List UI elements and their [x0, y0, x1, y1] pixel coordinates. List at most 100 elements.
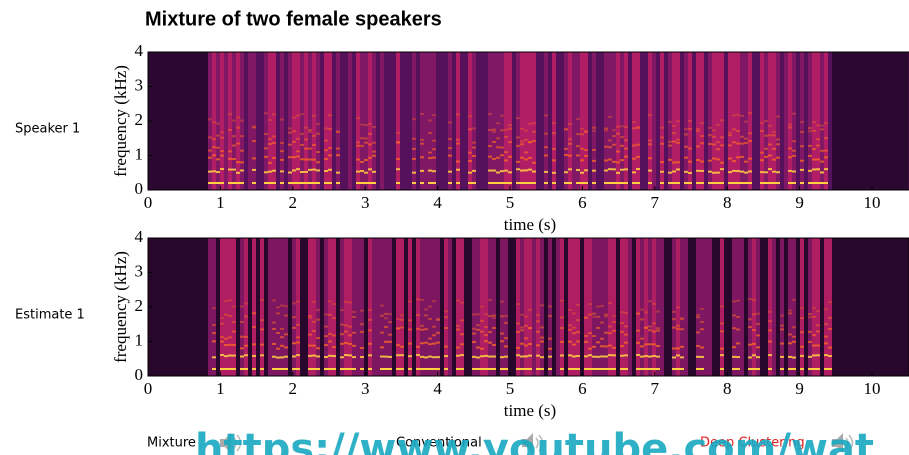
speaker-icon[interactable] — [832, 433, 854, 453]
harmonic — [744, 120, 748, 123]
spectrogram-column — [828, 52, 832, 190]
harmonic — [272, 182, 276, 184]
harmonic — [532, 130, 536, 133]
harmonic — [216, 158, 220, 161]
harmonic — [760, 182, 764, 184]
spectrogram-column — [296, 52, 300, 190]
spectrogram-column — [608, 238, 612, 376]
harmonic — [420, 142, 424, 145]
harmonic — [756, 346, 760, 349]
harmonic — [228, 113, 232, 116]
harmonic — [232, 158, 236, 161]
harmonic — [632, 157, 636, 160]
harmonic — [500, 170, 504, 173]
harmonic — [768, 168, 772, 171]
spectrogram-column — [460, 52, 464, 190]
spectrogram-column — [312, 52, 316, 190]
harmonic — [384, 368, 388, 370]
harmonic — [748, 326, 752, 329]
harmonic — [292, 130, 296, 133]
harmonic — [324, 313, 328, 316]
harmonic — [232, 119, 236, 122]
harmonic — [788, 123, 792, 126]
harmonic — [672, 161, 676, 164]
harmonic — [428, 355, 432, 358]
harmonic — [748, 356, 752, 359]
harmonic — [356, 158, 360, 161]
harmonic — [648, 139, 652, 142]
harmonic — [604, 331, 608, 334]
harmonic — [504, 314, 508, 317]
harmonic — [372, 154, 376, 157]
harmonic — [252, 326, 256, 329]
harmonic — [388, 340, 392, 343]
harmonic — [504, 337, 508, 340]
harmonic — [396, 168, 400, 171]
harmonic — [700, 121, 704, 124]
harmonic — [788, 309, 792, 312]
spectrogram-column — [856, 52, 860, 190]
harmonic — [772, 170, 776, 173]
harmonic — [260, 354, 264, 357]
harmonic — [272, 355, 276, 358]
x-tick-label: 2 — [289, 193, 298, 212]
harmonic — [496, 137, 500, 140]
spectrogram-column — [712, 238, 716, 376]
harmonic — [688, 147, 692, 150]
spectrogram-column — [196, 238, 200, 376]
harmonic — [672, 318, 676, 321]
speaker-icon[interactable] — [522, 433, 544, 453]
harmonic — [492, 182, 496, 184]
spectrogram-column — [564, 238, 568, 376]
harmonic — [280, 304, 284, 307]
harmonic — [384, 326, 388, 329]
spectrogram-column — [544, 238, 548, 376]
harmonic — [672, 347, 676, 350]
harmonic — [500, 114, 504, 117]
spectrogram-column — [516, 238, 520, 376]
harmonic — [476, 368, 480, 370]
harmonic — [616, 132, 620, 135]
harmonic — [272, 368, 276, 370]
harmonic — [708, 159, 712, 162]
harmonic — [340, 333, 344, 336]
spectrogram-column — [480, 238, 484, 376]
speaker-icon[interactable] — [220, 433, 242, 453]
spectrogram-column — [160, 238, 164, 376]
harmonic — [400, 314, 404, 317]
harmonic — [524, 337, 528, 340]
harmonic — [584, 316, 588, 319]
harmonic — [292, 368, 296, 370]
spectrogram-column — [896, 52, 900, 190]
harmonic — [436, 368, 440, 370]
spectrogram-column — [808, 52, 812, 190]
harmonic — [760, 129, 764, 132]
harmonic — [492, 157, 496, 160]
spectrogram-column — [840, 238, 844, 376]
harmonic — [588, 368, 592, 370]
spectrogram-column — [252, 238, 256, 376]
harmonic — [508, 155, 512, 158]
harmonic — [800, 354, 804, 357]
harmonic — [812, 315, 816, 318]
harmonic — [712, 182, 716, 184]
spectrogram-column — [244, 52, 248, 190]
harmonic — [408, 300, 412, 303]
harmonic — [620, 368, 624, 370]
harmonic — [576, 303, 580, 306]
harmonic — [640, 355, 644, 358]
harmonic — [552, 159, 556, 162]
harmonic — [524, 169, 528, 172]
spectrogram-column — [824, 52, 828, 190]
harmonic — [484, 368, 488, 370]
harmonic — [524, 158, 528, 161]
spectrogram-column — [220, 238, 224, 376]
harmonic — [424, 314, 428, 317]
harmonic — [612, 354, 616, 357]
harmonic — [580, 159, 584, 162]
harmonic — [456, 138, 460, 141]
harmonic — [520, 313, 524, 316]
harmonic — [432, 300, 436, 303]
